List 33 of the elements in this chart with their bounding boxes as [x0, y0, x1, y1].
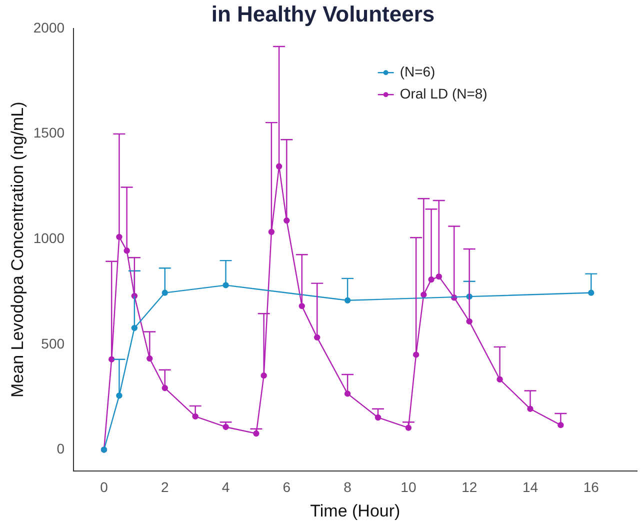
chart-title: in Healthy Volunteers [211, 1, 435, 26]
point [314, 334, 320, 341]
y-tick-label: 1500 [33, 124, 65, 141]
x-tick-label: 6 [282, 479, 291, 496]
point [131, 324, 138, 332]
point [344, 297, 351, 304]
legend-label: Oral LD (N=8) [400, 86, 488, 102]
x-tick-label: 14 [522, 479, 538, 496]
y-axis-title: Mean Levodopa Concentration (ng/mL) [8, 102, 27, 398]
x-tick-label: 8 [344, 479, 352, 496]
x-tick-label: 12 [462, 479, 478, 496]
y-tick-label: 1000 [33, 230, 65, 246]
x-tick-label: 0 [100, 479, 108, 496]
point [588, 290, 594, 296]
point [436, 273, 442, 280]
point [344, 390, 351, 397]
x-tick-label: 10 [400, 479, 416, 496]
point [162, 384, 168, 392]
point [405, 424, 412, 431]
x-tick-label: 16 [583, 479, 600, 496]
y-tick-label: 0 [56, 440, 65, 457]
point [374, 414, 382, 421]
y-tick-label: 500 [41, 335, 65, 352]
point [412, 352, 420, 358]
x-tick-label: 4 [222, 479, 230, 496]
x-axis-title: Time (Hour) [310, 501, 400, 520]
x-tick-label: 2 [160, 479, 169, 496]
point [276, 163, 282, 170]
y-tick-label: 2000 [33, 19, 65, 36]
point [162, 290, 168, 296]
legend-label: (N=6) [400, 64, 436, 80]
point [268, 228, 275, 236]
point [298, 302, 305, 310]
